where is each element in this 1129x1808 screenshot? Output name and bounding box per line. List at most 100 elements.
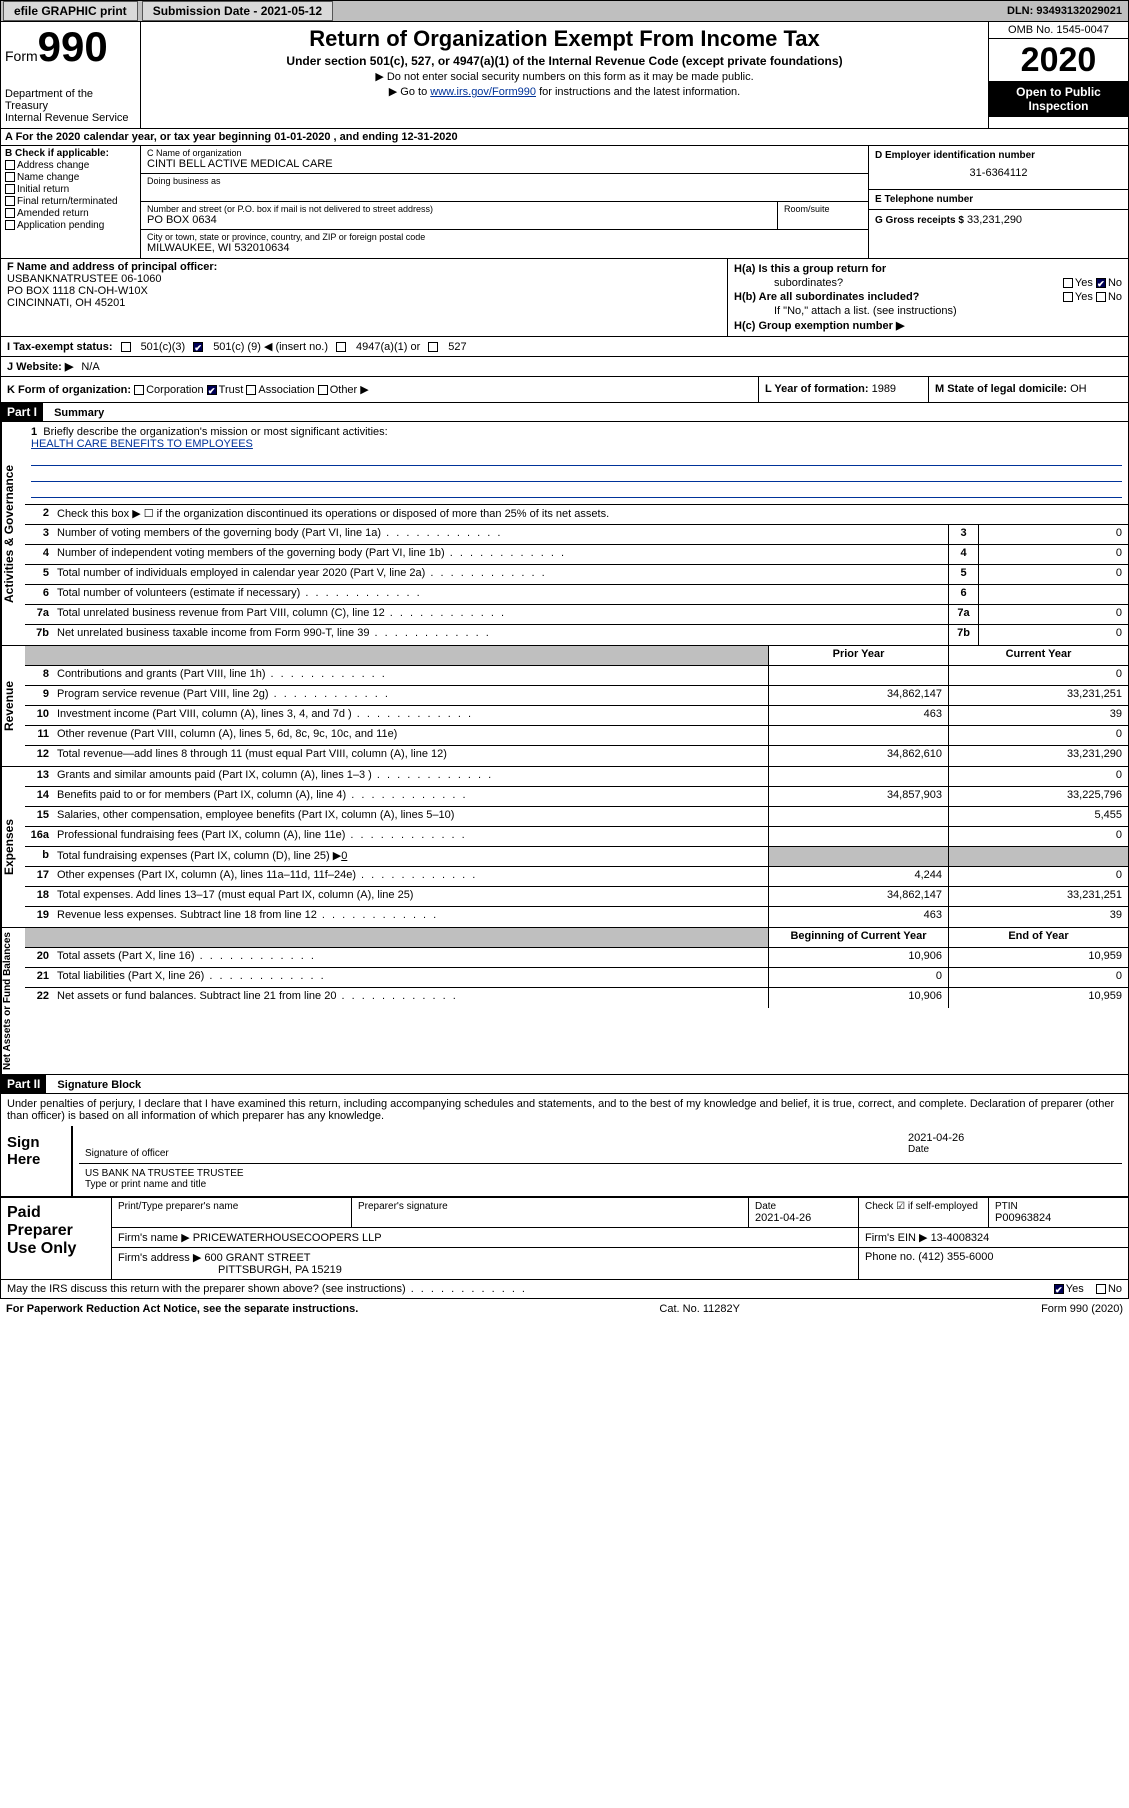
cb-501c[interactable] (193, 342, 203, 352)
firm-addr1: 600 GRANT STREET (204, 1252, 310, 1264)
org-city: MILWAUKEE, WI 532010634 (147, 242, 862, 254)
submission-date-button[interactable]: Submission Date - 2021-05-12 (142, 1, 333, 21)
form-subtitle: Under section 501(c), 527, or 4947(a)(1)… (149, 54, 980, 68)
c11: 0 (948, 726, 1128, 745)
cb-trust[interactable] (207, 385, 217, 395)
form990-link[interactable]: www.irs.gov/Form990 (430, 86, 536, 98)
summary-netassets: Net Assets or Fund Balances Beginning of… (0, 928, 1129, 1075)
p8 (768, 666, 948, 685)
vlabel-revenue: Revenue (1, 646, 25, 766)
declaration-text: Under penalties of perjury, I declare th… (1, 1094, 1128, 1126)
header-left: Form 990 Department of the Treasury Inte… (1, 22, 141, 128)
col-h-group: H(a) Is this a group return for subordin… (728, 259, 1128, 336)
summary-expenses: Expenses 13Grants and similar amounts pa… (0, 767, 1129, 928)
form-prefix: Form (5, 48, 38, 64)
cb-assoc[interactable] (246, 385, 256, 395)
cb-other[interactable] (318, 385, 328, 395)
cb-527[interactable] (428, 342, 438, 352)
firm-addr2: PITTSBURGH, PA 15219 (118, 1264, 852, 1276)
cb-hb-yes[interactable] (1063, 292, 1073, 302)
col-c-org-info: C Name of organization CINTI BELL ACTIVE… (141, 146, 868, 258)
cb-ha-yes[interactable] (1063, 278, 1073, 288)
row-i-tax-status: I Tax-exempt status: 501(c)(3) 501(c) (9… (0, 337, 1129, 357)
vlabel-governance: Activities & Governance (1, 422, 25, 645)
c19: 39 (948, 907, 1128, 927)
p10: 463 (768, 706, 948, 725)
footer-catno: Cat. No. 11282Y (659, 1303, 740, 1315)
c8: 0 (948, 666, 1128, 685)
val-4: 0 (978, 545, 1128, 564)
p21: 0 (768, 968, 948, 987)
p13 (768, 767, 948, 786)
header-center: Return of Organization Exempt From Incom… (141, 22, 988, 128)
c22: 10,959 (948, 988, 1128, 1008)
p18: 34,862,147 (768, 887, 948, 906)
c16a: 0 (948, 827, 1128, 846)
cb-address-change[interactable] (5, 160, 15, 170)
prep-date: 2021-04-26 (755, 1212, 852, 1224)
val-6 (978, 585, 1128, 604)
footer-left: For Paperwork Reduction Act Notice, see … (6, 1303, 358, 1315)
tax-year: 2020 (989, 39, 1128, 81)
state-domicile: OH (1070, 383, 1087, 395)
cb-ha-no[interactable] (1096, 278, 1106, 288)
p11 (768, 726, 948, 745)
part-i-header: Part I Summary (0, 403, 1129, 422)
c9: 33,231,251 (948, 686, 1128, 705)
part-ii-header: Part II Signature Block (0, 1075, 1129, 1094)
section-fh: F Name and address of principal officer:… (0, 259, 1129, 337)
gross-receipts: 33,231,290 (967, 214, 1022, 226)
c10: 39 (948, 706, 1128, 725)
section-bcdeg: B Check if applicable: Address change Na… (0, 146, 1129, 259)
ptin: P00963824 (995, 1212, 1122, 1224)
p22: 10,906 (768, 988, 948, 1008)
val-7b: 0 (978, 625, 1128, 645)
firm-name: PRICEWATERHOUSECOOPERS LLP (193, 1232, 382, 1244)
cb-corp[interactable] (134, 385, 144, 395)
cb-hb-no[interactable] (1096, 292, 1106, 302)
cb-discuss-no[interactable] (1096, 1284, 1106, 1294)
efile-print-button[interactable]: efile GRAPHIC print (3, 1, 138, 21)
cb-final-return[interactable] (5, 196, 15, 206)
topbar: efile GRAPHIC print Submission Date - 20… (0, 0, 1129, 22)
c21: 0 (948, 968, 1128, 987)
footer-form: Form 990 (2020) (1041, 1303, 1123, 1315)
cb-discuss-yes[interactable] (1054, 1284, 1064, 1294)
c13: 0 (948, 767, 1128, 786)
row-j-website: J Website: ▶ N/A (0, 357, 1129, 377)
dln-label: DLN: 93493132029021 (1007, 5, 1128, 17)
p20: 10,906 (768, 948, 948, 967)
p16a (768, 827, 948, 846)
cb-app-pending[interactable] (5, 220, 15, 230)
cb-initial-return[interactable] (5, 184, 15, 194)
c15: 5,455 (948, 807, 1128, 826)
signature-block: Under penalties of perjury, I declare th… (0, 1094, 1129, 1197)
cb-4947[interactable] (336, 342, 346, 352)
c14: 33,225,796 (948, 787, 1128, 806)
officer-name: US BANK NA TRUSTEE TRUSTEE (85, 1168, 1116, 1179)
form-number: 990 (38, 26, 108, 68)
c12: 33,231,290 (948, 746, 1128, 766)
discuss-row: May the IRS discuss this return with the… (0, 1280, 1129, 1299)
summary-governance: Activities & Governance 1 Briefly descri… (0, 422, 1129, 646)
inspection-badge: Open to Public Inspection (989, 81, 1128, 117)
c18: 33,231,251 (948, 887, 1128, 906)
sign-here-label: Sign Here (1, 1126, 71, 1196)
c20: 10,959 (948, 948, 1128, 967)
row-a-tax-year: A For the 2020 calendar year, or tax yea… (0, 128, 1129, 146)
form-title: Return of Organization Exempt From Incom… (149, 26, 980, 52)
irs-label: Internal Revenue Service (5, 112, 136, 124)
vlabel-netassets: Net Assets or Fund Balances (1, 928, 25, 1074)
val-3: 0 (978, 525, 1128, 544)
header-right: OMB No. 1545-0047 2020 Open to Public In… (988, 22, 1128, 128)
mission-text: HEALTH CARE BENEFITS TO EMPLOYEES (31, 438, 1122, 450)
cb-name-change[interactable] (5, 172, 15, 182)
cb-amended[interactable] (5, 208, 15, 218)
cb-501c3[interactable] (121, 342, 131, 352)
org-address: PO BOX 0634 (147, 214, 771, 226)
summary-revenue: Revenue Prior YearCurrent Year 8Contribu… (0, 646, 1129, 767)
p12: 34,862,610 (768, 746, 948, 766)
col-f-officer: F Name and address of principal officer:… (1, 259, 728, 336)
omb-number: OMB No. 1545-0047 (989, 22, 1128, 39)
row-klm: K Form of organization: Corporation Trus… (0, 377, 1129, 403)
